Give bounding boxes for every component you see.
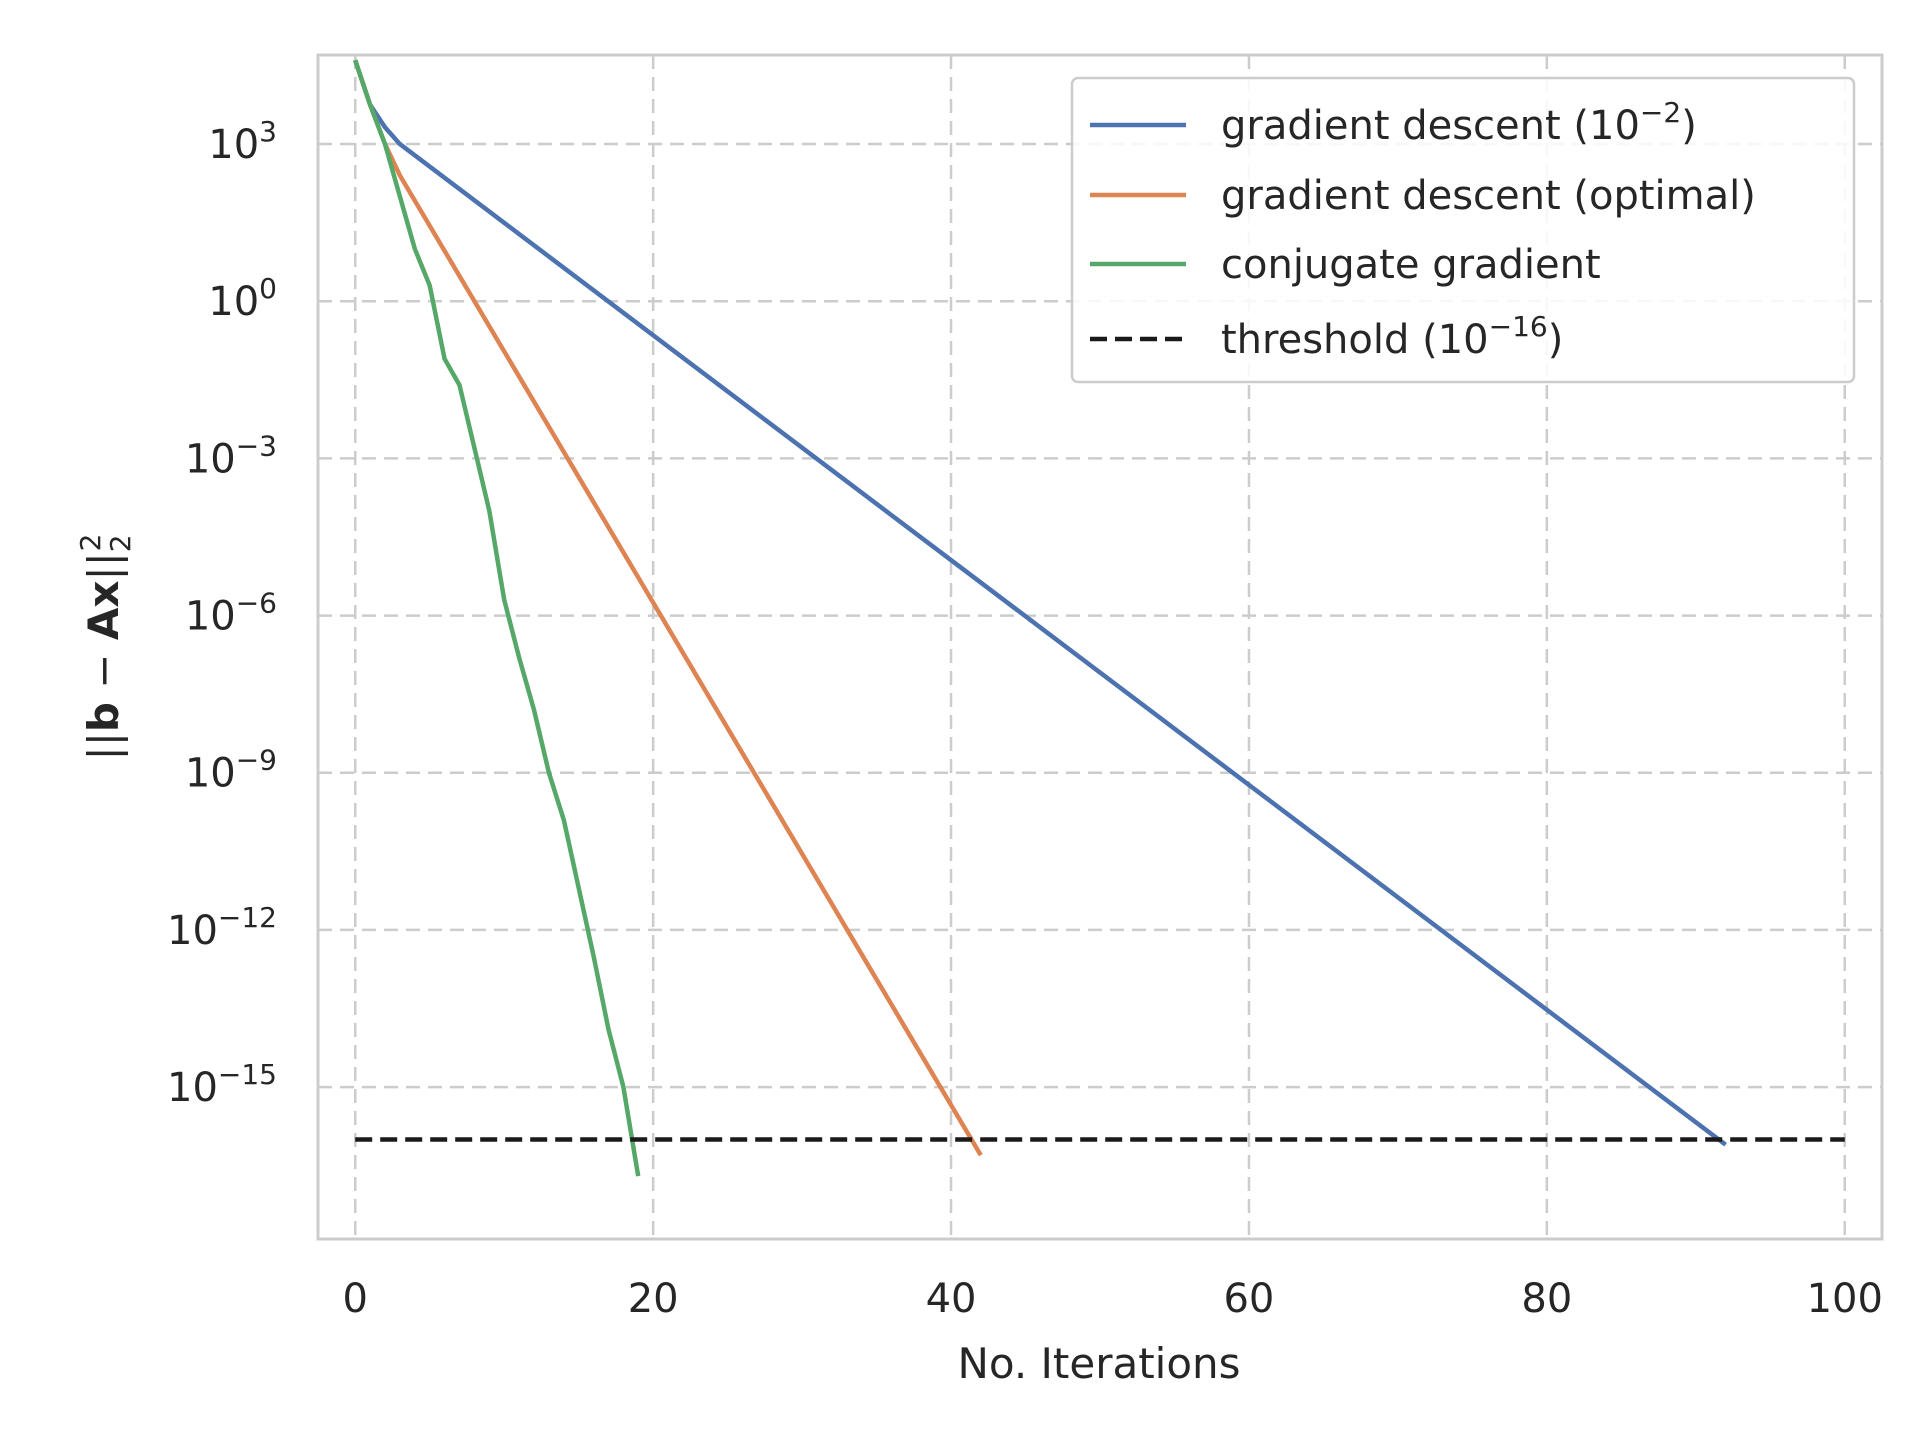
y-tick-label: 10−3 [185, 429, 277, 482]
x-tick-label: 100 [1807, 1276, 1883, 1322]
x-tick-labels: 0 20 40 60 80 100 [343, 1276, 1883, 1322]
x-tick-label: 40 [926, 1276, 977, 1322]
y-tick-label: 100 [208, 272, 277, 325]
y-tick-label: 10−9 [185, 744, 277, 797]
legend-label-0: gradient descent (10−2) [1221, 96, 1697, 149]
y-axis-label-text: ||b − Ax||22 [74, 534, 137, 761]
x-tick-label: 60 [1223, 1276, 1274, 1322]
series-layer [353, 59, 1845, 1177]
legend: gradient descent (10−2) gradient descent … [1070, 76, 1856, 384]
plot-frame [316, 53, 1884, 1241]
y-tick-labels: 103 100 10−3 10−6 10−9 10−12 10−15 [167, 115, 277, 1111]
y-tick-label: 10−6 [185, 587, 277, 640]
series-line-1 [353, 59, 983, 1157]
legend-label-1: gradient descent (optimal) [1221, 173, 1756, 219]
y-tick-label: 103 [208, 115, 277, 168]
y-axis-title: ||b − Ax||22 [74, 534, 137, 761]
x-tick-label: 0 [343, 1276, 368, 1322]
legend-label-2: conjugate gradient [1221, 242, 1601, 288]
y-tick-label: 10−12 [167, 901, 277, 954]
y-tick-label: 10−15 [167, 1058, 277, 1111]
x-axis-title: No. Iterations [957, 1339, 1240, 1388]
legend-box [1070, 76, 1856, 384]
series-line-2 [353, 59, 641, 1177]
x-tick-label: 80 [1521, 1276, 1572, 1322]
x-tick-label: 20 [628, 1276, 679, 1322]
legend-label-3: threshold (10−16) [1221, 310, 1563, 363]
